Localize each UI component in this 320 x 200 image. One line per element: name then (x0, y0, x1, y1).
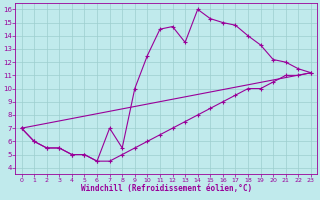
X-axis label: Windchill (Refroidissement éolien,°C): Windchill (Refroidissement éolien,°C) (81, 184, 252, 193)
